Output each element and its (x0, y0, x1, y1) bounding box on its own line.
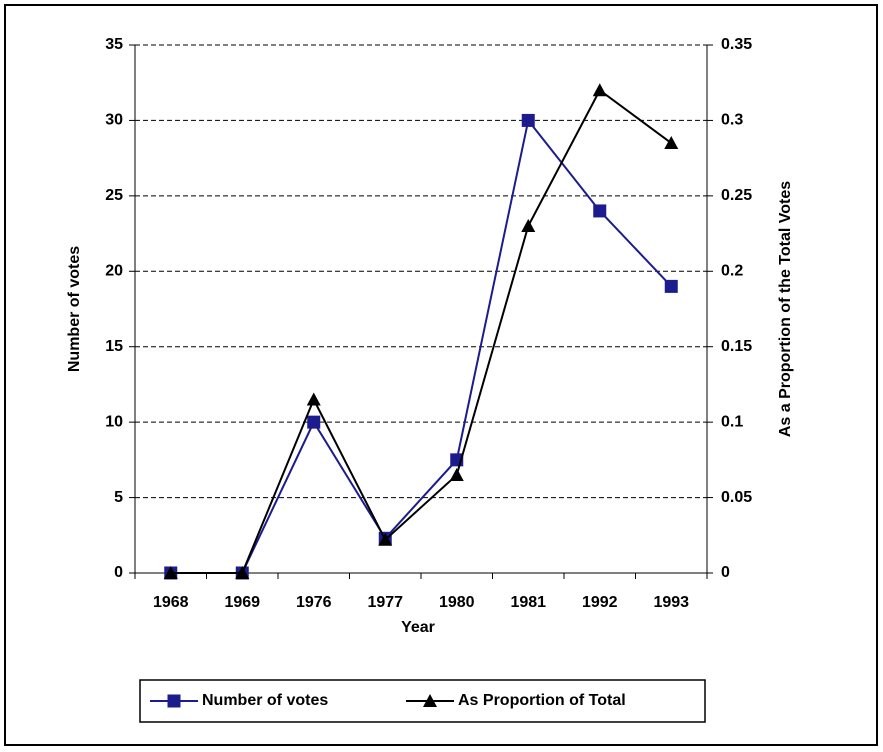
x-tick-label: 1968 (153, 594, 189, 611)
y2-tick-label: 0.35 (721, 36, 752, 53)
marker (307, 416, 320, 429)
x-tick-label: 1992 (582, 594, 618, 611)
x-tick-label: 1993 (653, 594, 689, 611)
y2-tick-label: 0 (721, 564, 730, 581)
marker (665, 280, 678, 293)
marker (593, 204, 606, 217)
x-tick-label: 1969 (224, 594, 260, 611)
y2-tick-label: 0.05 (721, 489, 752, 506)
y-tick-label: 0 (114, 564, 123, 581)
y-tick-label: 20 (105, 263, 123, 280)
x-axis-title: Year (401, 619, 435, 636)
y2-tick-label: 0.3 (721, 112, 743, 129)
y2-tick-label: 0.2 (721, 263, 743, 280)
y-tick-label: 30 (105, 112, 123, 129)
legend-label: Number of votes (202, 692, 328, 709)
y-tick-label: 5 (114, 489, 123, 506)
y2-tick-label: 0.25 (721, 187, 752, 204)
y2-axis-title: As a Proportion of the Total Votes (777, 181, 794, 437)
x-tick-label: 1977 (367, 594, 403, 611)
y-axis-title: Number of votes (66, 246, 83, 372)
marker (168, 695, 181, 708)
x-tick-label: 1976 (296, 594, 332, 611)
y2-tick-label: 0.1 (721, 413, 743, 430)
legend-label: As Proportion of Total (458, 692, 626, 709)
y-tick-label: 15 (105, 338, 123, 355)
y-tick-label: 25 (105, 187, 123, 204)
x-tick-label: 1980 (439, 594, 475, 611)
y-tick-label: 10 (105, 413, 123, 430)
chart-border (5, 5, 877, 745)
y2-tick-label: 0.15 (721, 338, 752, 355)
x-tick-label: 1981 (510, 594, 546, 611)
y-tick-label: 35 (105, 36, 123, 53)
page: {"chart_data": {"type": "line", "x_label… (0, 0, 883, 752)
marker (522, 114, 535, 127)
chart: Number of votes As a Proportion of the T… (0, 0, 883, 747)
